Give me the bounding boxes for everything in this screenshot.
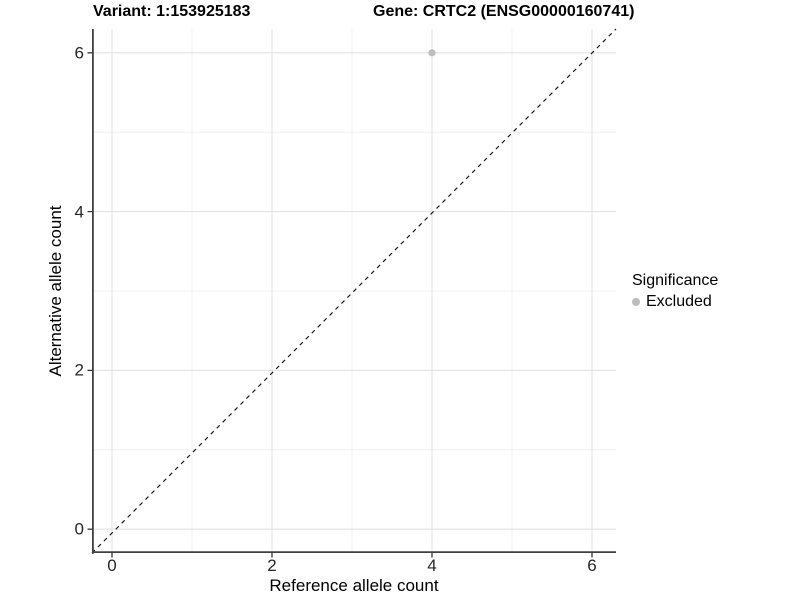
legend-item-excluded: Excluded bbox=[632, 292, 718, 311]
y-tick-label: 4 bbox=[74, 202, 84, 222]
data-point bbox=[428, 49, 436, 57]
legend-item-label: Excluded bbox=[646, 293, 712, 310]
legend: Significance Excluded bbox=[632, 271, 718, 311]
legend-title: Significance bbox=[632, 272, 719, 289]
scatter-plot-panel bbox=[87, 28, 617, 558]
y-tick-label: 6 bbox=[74, 43, 84, 63]
y-tick-label: 2 bbox=[74, 360, 84, 380]
x-tick-label: 6 bbox=[587, 556, 597, 575]
x-axis-title: Reference allele count bbox=[269, 576, 439, 595]
excluded-point-icon bbox=[632, 297, 640, 306]
plot-title-variant: Variant: 1:153925183 bbox=[93, 3, 251, 20]
identity-reference-line bbox=[91, 28, 617, 554]
x-tick-label: 2 bbox=[267, 556, 277, 575]
x-tick-label: 0 bbox=[107, 556, 117, 575]
plot-title-gene: Gene: CRTC2 (ENSG00000160741) bbox=[373, 3, 635, 20]
x-tick-label: 4 bbox=[427, 556, 437, 575]
y-tick-label: 0 bbox=[74, 519, 84, 539]
y-axis-title: Alternative allele count bbox=[46, 205, 65, 377]
